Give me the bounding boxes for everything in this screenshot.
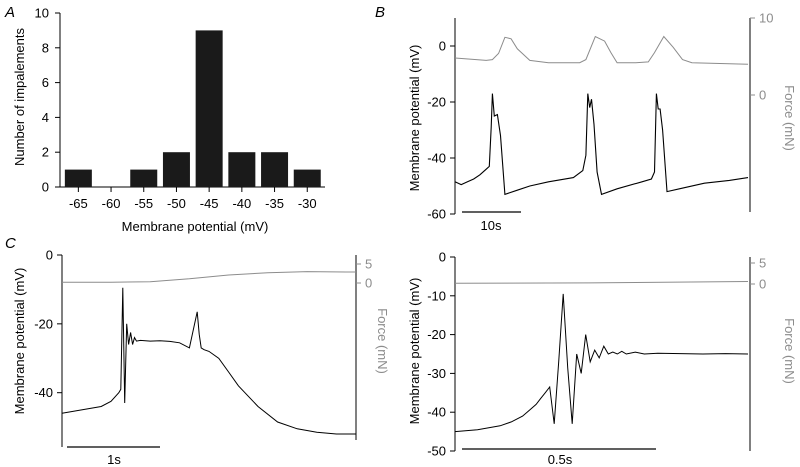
a-y-tick-label: 4 <box>42 110 49 125</box>
a-bar-m35 <box>261 152 289 187</box>
a-x-ticks: -65 -60 -55 -50 -45 -40 -35 -30 <box>69 187 317 211</box>
a-x-tick-label: -30 <box>298 196 317 211</box>
a-y-ticks: 0 2 4 6 8 10 <box>35 6 60 195</box>
panel-label-a: A <box>4 4 15 21</box>
b-y-tick-label: 0 <box>439 39 446 54</box>
b-y-tick-label: -60 <box>427 207 446 222</box>
b-y2-axis-label: Force (mN) <box>782 85 797 151</box>
a-x-tick-label: -65 <box>69 196 88 211</box>
panel-label-b: B <box>375 4 385 21</box>
c1-membrane-trace <box>61 287 356 435</box>
panel-label-c: C <box>5 235 16 252</box>
c2-y-axis-label: Membrane potential (mV) <box>407 278 422 425</box>
a-x-tick-label: -45 <box>200 196 219 211</box>
b-y-ticks: 0 -20 -40 -60 <box>427 39 455 222</box>
a-x-axis-label: Membrane potential (mV) <box>122 219 269 234</box>
c2-y-tick-label: 0 <box>439 250 446 265</box>
c2-y2-axis-label: Force (mN) <box>782 318 797 384</box>
b-force-trace <box>454 35 749 65</box>
c2-y-tick-label: -10 <box>427 288 446 303</box>
b-y-tick-label: -40 <box>427 151 446 166</box>
c2-force-trace <box>454 281 749 284</box>
a-bar-m40 <box>228 152 256 187</box>
a-y-axis-label: Number of impalements <box>12 28 27 166</box>
c2-membrane-trace <box>454 293 749 433</box>
c2-scale-bar-label: 0.5s <box>548 452 573 467</box>
c2-y2-ticks: 50 <box>750 256 766 292</box>
b-y2-ticks: 10 0 <box>750 11 773 103</box>
c2-y2-tick-label: 0 <box>759 277 766 292</box>
c2-y-ticks: 0 -10 -20 -30 -40 -50 <box>427 250 455 459</box>
a-x-tick-label: -35 <box>265 196 284 211</box>
panel-a: A Number of impalements Membrane potenti… <box>4 4 325 234</box>
b-y2-tick-label: 0 <box>759 88 766 103</box>
c1-scale-bar-label: 1s <box>107 452 121 467</box>
panel-b: B Membrane potential (mV) Force (mN) 0 -2… <box>375 4 797 233</box>
c2-y2-tick-label: 5 <box>759 256 766 271</box>
a-y-tick-label: 0 <box>42 180 49 195</box>
a-bars <box>64 30 321 188</box>
a-x-tick-label: -40 <box>232 196 251 211</box>
b-y-axis-label: Membrane potential (mV) <box>407 45 422 192</box>
panel-c-left: C Membrane potential (mV) Force (mN) 0 -2… <box>5 235 390 467</box>
a-bar-m55 <box>130 169 158 187</box>
a-y-tick-label: 2 <box>42 145 49 160</box>
a-bar-m50 <box>162 152 190 187</box>
b-y2-tick-label: 10 <box>759 11 773 26</box>
c1-y-tick-label: -20 <box>34 316 53 331</box>
panel-c-right: Membrane potential (mV) Force (mN) 0 -10 -… <box>407 250 797 467</box>
a-x-tick-label: -50 <box>167 196 186 211</box>
c2-y-tick-label: -20 <box>427 327 446 342</box>
c1-y2-axis-label: Force (mN) <box>375 308 390 374</box>
c1-force-trace <box>62 271 356 283</box>
b-y-tick-label: -20 <box>427 95 446 110</box>
a-bar-m65 <box>64 169 92 187</box>
c1-y-ticks: 0 -20 -40 <box>34 248 62 400</box>
b-scale-bar-label: 10s <box>481 218 502 233</box>
c1-y2-ticks: 50 <box>356 257 372 291</box>
a-x-tick-label: -60 <box>102 196 121 211</box>
a-bar-m30 <box>293 169 321 187</box>
a-y-tick-label: 6 <box>42 75 49 90</box>
c2-y-tick-label: -40 <box>427 405 446 420</box>
c1-y-tick-label: 0 <box>46 248 53 263</box>
c2-y-tick-label: -30 <box>427 366 446 381</box>
a-x-tick-label: -55 <box>134 196 153 211</box>
a-y-tick-label: 10 <box>35 6 49 21</box>
c1-y-tick-label: -40 <box>34 385 53 400</box>
a-y-tick-label: 8 <box>42 40 49 55</box>
c1-y2-tick-label: 5 <box>365 257 372 272</box>
c1-y-axis-label: Membrane potential (mV) <box>12 268 27 415</box>
b-membrane-trace <box>454 93 749 196</box>
c2-y-tick-label: -50 <box>427 444 446 459</box>
a-bar-m45 <box>195 30 223 188</box>
c1-y2-tick-label: 0 <box>365 276 372 291</box>
